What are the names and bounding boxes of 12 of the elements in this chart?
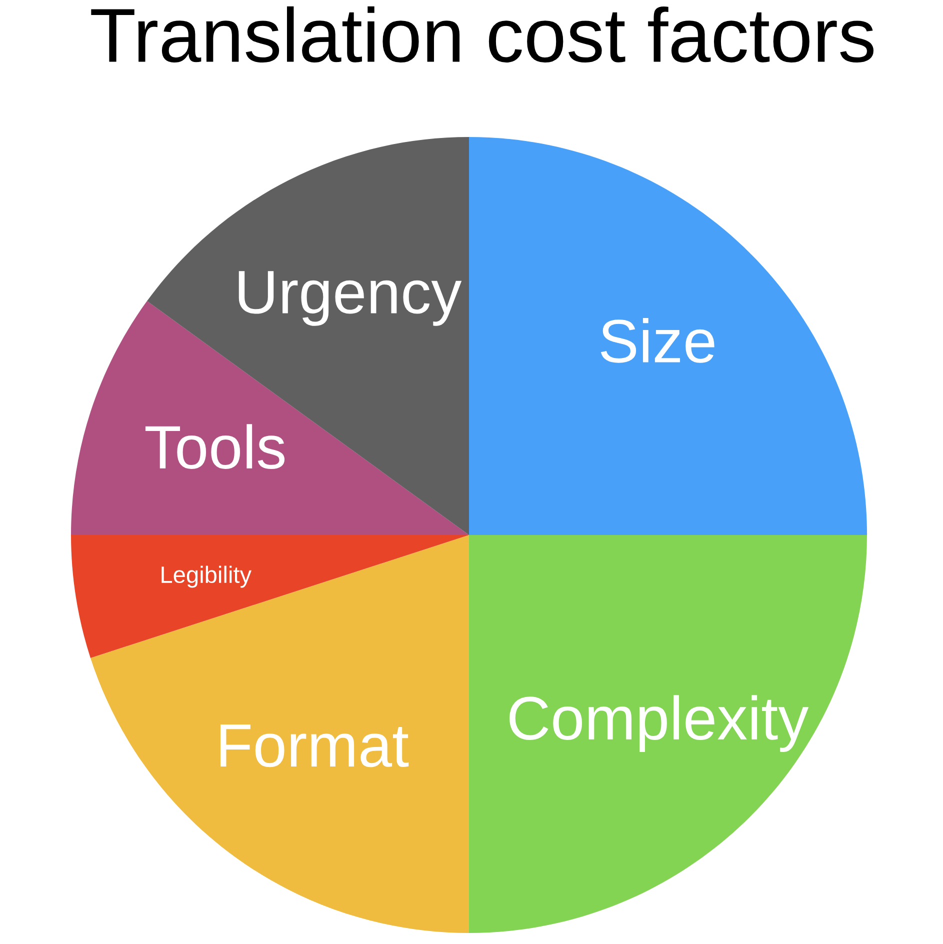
slice-label: Urgency [238, 271, 462, 326]
slice-label: Legibility [162, 566, 252, 588]
pie-slice [147, 137, 469, 535]
pie-slice [71, 535, 469, 658]
pie-slice [469, 137, 867, 535]
slice-label: Format [220, 724, 409, 768]
slice-label: Size [600, 318, 714, 363]
pie-slice [469, 535, 867, 933]
chart-title: Translation cost factors [91, 6, 874, 63]
slice-label: Tools [145, 424, 285, 469]
pie-slice [90, 535, 469, 933]
slice-label: Complexity [510, 695, 809, 752]
